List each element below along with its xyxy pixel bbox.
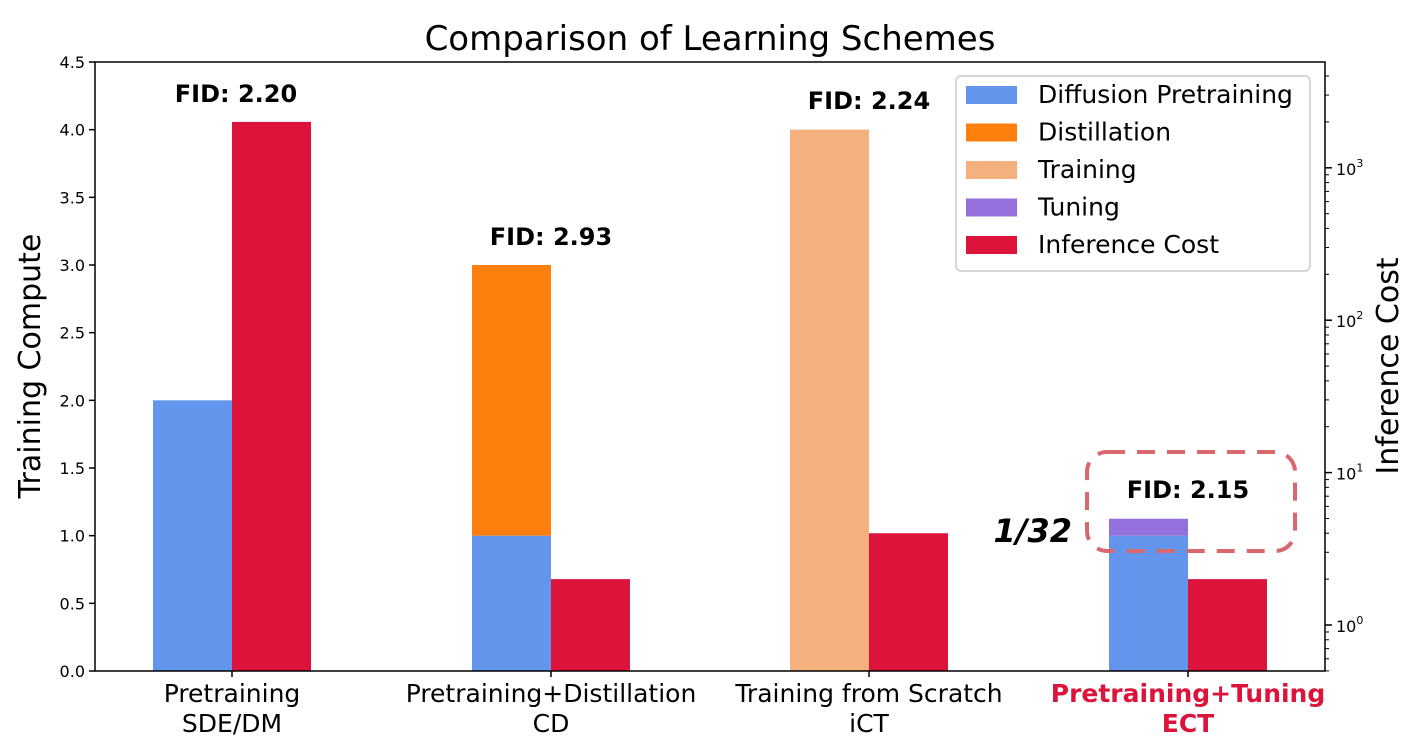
bar-diffusion-pretraining-1 xyxy=(472,535,551,671)
fid-label: FID: 2.24 xyxy=(808,87,930,115)
legend-entry: Tuning xyxy=(1037,193,1120,222)
legend-swatch xyxy=(966,198,1017,217)
chart-title: Comparison of Learning Schemes xyxy=(425,19,996,59)
y-tick-label: 1.0 xyxy=(60,527,85,546)
y-tick-label: 0.5 xyxy=(60,594,85,613)
bars-layer xyxy=(153,121,1267,671)
bar-inference-cost-2 xyxy=(869,533,948,671)
right-axis-ticks: 100 101 102 103 xyxy=(1325,75,1363,672)
fid-labels: FID: 2.20 FID: 2.93 FID: 2.24 FID: 2.15 xyxy=(175,80,1249,504)
left-axis-ticks: 0.0 0.5 1.0 1.5 2.0 2.5 3.0 3.5 4.0 4.5 xyxy=(60,53,95,681)
ect-highlight-box xyxy=(1085,450,1297,553)
bar-inference-cost-1 xyxy=(551,579,630,671)
bar-distillation-1 xyxy=(472,265,551,536)
legend-frame xyxy=(955,75,1311,272)
legend-entry: Training xyxy=(1037,155,1137,184)
category-label-line2: CD xyxy=(533,709,570,738)
bar-inference-cost-0 xyxy=(232,121,311,671)
y-tick-label: 1.5 xyxy=(60,459,85,478)
legend-swatch xyxy=(966,123,1017,142)
bar-diffusion-pretraining-0 xyxy=(153,400,232,671)
legend-swatch xyxy=(966,161,1017,179)
legend-entry: Diffusion Pretraining xyxy=(1038,80,1293,109)
legend: Diffusion Pretraining Distillation Trainin… xyxy=(955,75,1311,272)
y-tick-label: 4.5 xyxy=(60,53,85,72)
bar-inference-cost-3 xyxy=(1188,579,1267,671)
legend-entry: Inference Cost xyxy=(1038,230,1219,259)
bar-tuning-3 xyxy=(1109,518,1188,536)
category-label-line1: Pretraining+Tuning xyxy=(1051,679,1326,708)
y-axis-label: Training Compute xyxy=(13,234,48,500)
category-label-line2: iCT xyxy=(849,709,889,738)
legend-swatch xyxy=(966,86,1017,104)
fid-label: FID: 2.15 xyxy=(1127,476,1249,504)
category-label-line1: Pretraining+Distillation xyxy=(406,679,697,708)
y-tick-label: 0.0 xyxy=(60,662,85,681)
ratio-annotation: 1/32 xyxy=(994,512,1072,550)
y-tick-label: 3.5 xyxy=(60,188,85,207)
fid-label: FID: 2.93 xyxy=(490,223,612,251)
y-tick-label: 4.0 xyxy=(60,121,85,140)
legend-swatch xyxy=(966,236,1017,254)
category-label-line2: ECT xyxy=(1162,709,1214,738)
y-tick-label: 2.0 xyxy=(60,391,85,410)
y2-tick-label: 103 xyxy=(1336,157,1363,179)
y2-tick-label: 101 xyxy=(1336,462,1363,484)
category-label-line2: SDE/DM xyxy=(182,709,282,738)
category-label-line1: Training from Scratch xyxy=(734,679,1002,708)
y2-tick-label: 102 xyxy=(1336,309,1363,331)
legend-entry: Distillation xyxy=(1038,118,1171,147)
fid-label: FID: 2.20 xyxy=(175,80,297,108)
bar-training-2 xyxy=(790,129,869,671)
y-tick-label: 3.0 xyxy=(60,256,85,275)
y2-axis-label: Inference Cost xyxy=(1371,257,1406,474)
y2-tick-label: 100 xyxy=(1336,614,1363,636)
y-tick-label: 2.5 xyxy=(60,324,85,343)
category-label-line1: Pretraining xyxy=(164,679,301,708)
bar-diffusion-pretraining-3 xyxy=(1109,535,1188,671)
